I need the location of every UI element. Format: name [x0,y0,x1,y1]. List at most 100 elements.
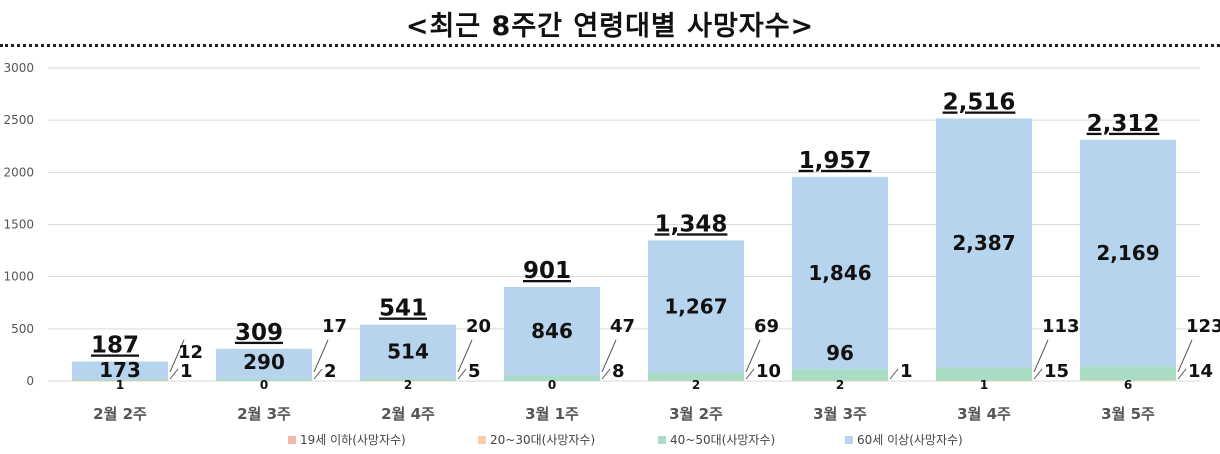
leader-line [457,368,467,380]
y-tick-label: 1500 [3,218,34,232]
leader-line [313,339,329,373]
leader-line [601,339,617,373]
bar-segment [216,379,312,381]
bar-segment [72,380,168,382]
leader-line [889,368,899,380]
title-divider [0,44,1220,47]
leader-line [169,339,185,373]
x-category-label: 3월 3주 [813,405,867,423]
value-label-60plus: 173 [99,358,141,382]
x-category-label: 3월 5주 [1101,405,1155,423]
leader-line [169,368,179,380]
total-label: 1,957 [799,148,872,174]
bar-segment [1080,366,1176,381]
leader-line [457,339,473,373]
bar-segment [360,378,456,381]
bar-segment [72,361,168,380]
x-category-label: 2월 2주 [93,405,147,423]
legend-swatch [288,436,296,444]
y-tick-label: 2500 [3,113,34,127]
value-label-20-30: 2 [404,378,412,392]
total-label: 901 [523,258,571,284]
bar-segment [216,348,312,380]
x-category-label: 2월 4주 [381,405,435,423]
total-label: 2,312 [1087,111,1160,137]
bar-segment [1080,380,1176,381]
x-category-label: 3월 2주 [669,405,723,423]
value-label-60plus: 2,387 [952,231,1015,255]
value-label-60plus: 1,846 [808,261,871,285]
total-label: 309 [235,320,283,346]
value-label-20-30: 1 [980,378,988,392]
bar-segment [648,380,744,382]
value-label-20-30: 2 [692,378,700,392]
leader-line [601,368,611,380]
x-category-label: 2월 3주 [237,405,291,423]
side-label-upper: 20 [466,316,491,337]
side-label-upper: 12 [178,342,203,363]
leader-line [313,368,323,380]
total-label: 187 [91,332,139,358]
x-category-label: 3월 4주 [957,405,1011,423]
value-label-40-50: 96 [826,341,854,365]
bar-segment [648,240,744,373]
value-label-20-30: 0 [260,378,268,392]
y-tick-label: 0 [26,374,34,388]
bar-segment [504,286,600,376]
side-label-lower: 1 [900,361,913,382]
total-label: 541 [379,296,427,322]
bar-segment [792,176,888,370]
bar-segment [360,324,456,379]
y-tick-label: 2000 [3,165,34,179]
legend-label: 19세 이하(사망자수) [300,433,406,447]
bar-segment [504,375,600,381]
bar-segment [648,372,744,381]
bar-segment [936,118,1032,368]
value-label-60plus: 1,267 [664,294,727,318]
legend-swatch [658,436,666,444]
legend-swatch [845,436,853,444]
legend-label: 20~30대(사망자수) [490,433,595,447]
value-label-60plus: 290 [243,350,285,374]
legend-swatch [478,436,486,444]
bar-segment [936,367,1032,381]
side-label-upper: 47 [610,316,635,337]
value-label-60plus: 846 [531,319,573,343]
bar-segment [792,380,888,382]
y-tick-label: 3000 [3,61,34,75]
side-label-lower: 10 [756,361,781,382]
y-tick-label: 1000 [3,270,34,284]
leader-line [1033,339,1049,373]
side-label-lower: 8 [612,361,625,382]
side-label-lower: 2 [324,361,337,382]
side-label-upper: 17 [322,316,347,337]
total-label: 1,348 [655,211,728,237]
leader-line [1177,368,1187,380]
value-label-60plus: 2,169 [1096,241,1159,265]
value-label-60plus: 514 [387,339,429,363]
leader-line [1033,368,1043,380]
bar-segment [936,380,1032,382]
side-label-lower: 14 [1188,361,1213,382]
x-category-label: 3월 1주 [525,405,579,423]
chart-title: <최근 8주간 연령대별 사망자수> [405,11,815,42]
leader-line [745,339,761,373]
leader-line [1177,339,1193,373]
side-label-upper: 113 [1042,316,1080,337]
value-label-20-30: 6 [1124,378,1132,392]
side-label-upper: 123 [1186,316,1220,337]
leader-line [745,368,755,380]
legend-label: 60세 이상(사망자수) [857,433,963,447]
side-label-lower: 5 [468,361,481,382]
value-label-20-30: 2 [836,378,844,392]
legend-label: 40~50대(사망자수) [670,433,775,447]
bar-segment [792,369,888,381]
total-label: 2,516 [943,89,1016,115]
side-label-lower: 1 [180,361,193,382]
value-label-20-30: 0 [548,378,556,392]
value-label-20-30: 1 [116,378,124,392]
side-label-upper: 69 [754,316,779,337]
bar-segment [72,379,168,381]
bar-segment [360,380,456,382]
